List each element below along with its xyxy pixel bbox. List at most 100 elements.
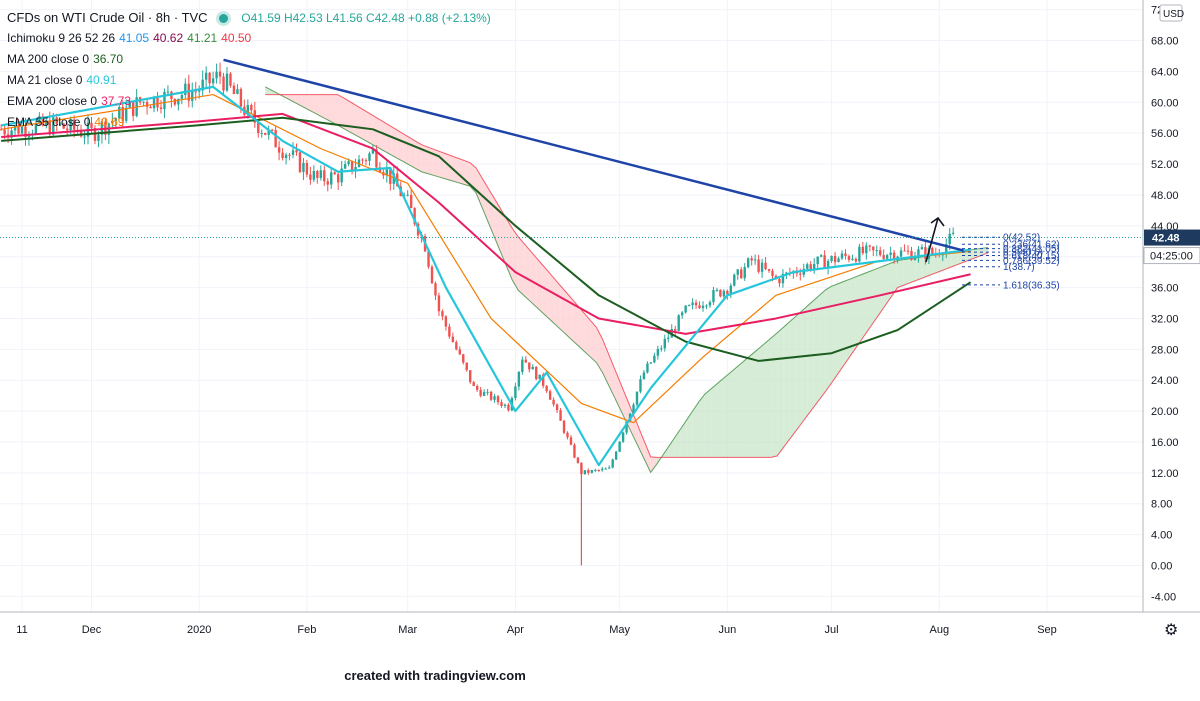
price-tick-label: 8.00 xyxy=(1151,499,1172,511)
indicator-label: MA 21 close 0 xyxy=(7,73,83,87)
candle-body xyxy=(528,362,531,370)
candle-body xyxy=(65,128,69,131)
time-tick-label: Jul xyxy=(825,624,839,636)
candle-body xyxy=(114,118,118,121)
trendline[interactable] xyxy=(223,58,964,263)
symbol-title[interactable]: CFDs on WTI Crude Oil · 8h · TVC xyxy=(7,10,208,25)
time-axis[interactable]: 11 Dec 2020 Feb Mar Apr May Jun Jul Aug Sep xyxy=(0,611,1200,636)
legend-ma21[interactable]: MA 21 close 0 40.91 xyxy=(7,70,491,91)
candle-body xyxy=(799,273,802,275)
candle-body xyxy=(319,170,323,178)
legend-ichimoku[interactable]: Ichimoku 9 26 52 26 41.05 40.62 41.21 40.50 xyxy=(7,28,491,49)
cloud-segment xyxy=(879,265,886,314)
time-tick-label: Jun xyxy=(718,624,736,636)
candle-body xyxy=(951,232,955,234)
candle-body xyxy=(868,245,871,247)
candle-body xyxy=(573,444,576,458)
candle-body xyxy=(305,162,309,175)
candle-body xyxy=(604,468,607,470)
candle-body xyxy=(27,135,31,137)
cloud-segment xyxy=(704,388,711,458)
cloud-segment xyxy=(939,253,946,272)
candle-body xyxy=(597,469,600,471)
candle-body xyxy=(684,305,687,313)
cloud-segment xyxy=(512,228,519,291)
cloud-segment xyxy=(584,313,591,358)
candle-body xyxy=(903,250,906,252)
cloud-segment xyxy=(771,332,778,458)
time-tick-label: May xyxy=(609,624,630,636)
candle-body xyxy=(239,89,243,107)
cloud-segment xyxy=(903,258,910,286)
fib-label: 1(38.7) xyxy=(1003,262,1035,273)
candle-body xyxy=(41,116,45,126)
candle-body xyxy=(83,136,86,138)
candle-body xyxy=(434,283,437,296)
candle-body xyxy=(649,362,653,364)
candle-body xyxy=(371,149,375,154)
candle-body xyxy=(163,91,166,109)
ohlc-values: O41.59 H42.53 L41.56 C42.48 +0.88 (+2.13… xyxy=(241,11,491,25)
candle-body xyxy=(34,123,38,134)
indicator-value: 36.70 xyxy=(93,52,124,66)
candle-body xyxy=(611,459,614,468)
cloud-segment xyxy=(391,126,398,159)
candle-body xyxy=(906,250,910,252)
price-tick-label: 60.00 xyxy=(1151,97,1179,109)
price-tick-label: 0.00 xyxy=(1151,561,1172,573)
candle-body xyxy=(566,432,569,438)
candle-body xyxy=(514,386,517,399)
price-tick-label: 64.00 xyxy=(1151,66,1179,78)
candle-body xyxy=(830,256,833,261)
candle-body xyxy=(430,266,434,284)
legend-ema200[interactable]: EMA 200 close 0 37.73 xyxy=(7,91,491,112)
live-status-icon xyxy=(218,14,228,23)
candle-body xyxy=(145,101,149,107)
candle-body xyxy=(330,172,333,185)
candle-body xyxy=(851,258,854,260)
candle-body xyxy=(726,290,729,295)
gear-icon[interactable]: ⚙ xyxy=(1164,622,1179,639)
candle-body xyxy=(813,264,816,270)
time-tick-label: Mar xyxy=(398,624,417,636)
candle-body xyxy=(17,124,20,134)
cloud-segment xyxy=(301,94,308,110)
price-tick-label: 52.00 xyxy=(1151,159,1179,171)
cloud-segment xyxy=(957,250,964,265)
cloud-segment xyxy=(789,316,796,440)
countdown-tag xyxy=(1143,247,1200,265)
candle-body xyxy=(173,98,177,105)
candle-body xyxy=(118,106,121,119)
candle-body xyxy=(451,336,455,343)
candle-body xyxy=(521,359,524,372)
candle-body xyxy=(931,247,934,254)
candle-body xyxy=(823,255,826,269)
legend-ma200[interactable]: MA 200 close 0 36.70 xyxy=(7,49,491,70)
price-tick-label: 32.00 xyxy=(1151,313,1179,325)
price-tick-label: 20.00 xyxy=(1151,406,1179,418)
indicator-value: 37.73 xyxy=(101,94,132,108)
candle-body xyxy=(246,105,250,115)
indicator-value: 41.21 xyxy=(187,31,218,45)
candle-body xyxy=(524,359,528,363)
time-tick-label: Aug xyxy=(929,624,949,636)
candle-body xyxy=(406,194,409,196)
candle-body xyxy=(458,349,461,355)
candle-body xyxy=(750,258,753,261)
candle-body xyxy=(326,181,329,185)
candle-body xyxy=(441,311,444,317)
cloud-segment xyxy=(692,401,699,458)
cloud-segment xyxy=(337,94,344,129)
fib-extension[interactable]: 0(42.52)0.236(41.62)0.382(41.05)0.5(40.6… xyxy=(0,233,1143,292)
price-axis[interactable]: -4.00 0.00 4.00 8.00 12.00 16.00 20.00 24.00 28.… xyxy=(1142,0,1200,612)
candle-body xyxy=(333,172,336,175)
candle-body xyxy=(625,421,628,433)
candle-body xyxy=(663,338,666,349)
legend-ema55[interactable]: EMA 55 close 0 40.69 xyxy=(7,112,491,133)
ma21-line xyxy=(0,85,971,467)
candle-body xyxy=(913,256,917,260)
candle-body xyxy=(215,71,218,79)
candle-body xyxy=(385,169,389,176)
candle-body xyxy=(854,258,858,262)
